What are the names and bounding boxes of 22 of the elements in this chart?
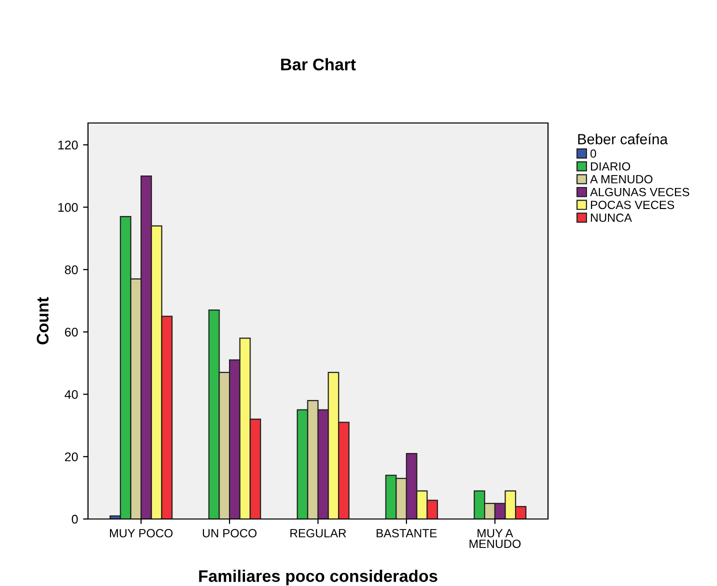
x-tick-label: UN POCO (202, 529, 257, 538)
y-axis-title: Count (36, 297, 49, 344)
chart-title: Bar Chart (281, 58, 356, 70)
y-tick-label: 20 (65, 452, 78, 462)
legend-label: ALGUNAS VECES (590, 188, 690, 196)
y-tick-label: 0 (72, 514, 78, 524)
x-tick-label: MUY POCO (110, 529, 173, 538)
legend-title: Beber cafeína (578, 133, 668, 144)
y-tick-label: 80 (64, 265, 78, 274)
x-axis-title: Familiares poco considerados (199, 570, 438, 586)
y-tick-label: 100 (58, 202, 78, 212)
x-tick-label: REGULAR (290, 529, 346, 538)
y-tick-label: 40 (64, 390, 78, 399)
x-tick-label: MUY A MENUDO (470, 529, 521, 548)
legend-label: 0 (590, 149, 596, 158)
y-tick-label: 120 (58, 140, 78, 150)
y-tick-label: 60 (65, 328, 78, 337)
legend-label: NUNCA (590, 214, 632, 222)
x-tick-label: BASTANTE (376, 529, 437, 538)
legend-label: A MENUDO (590, 175, 652, 184)
legend-label: POCAS VECES (590, 200, 674, 210)
legend-label: DIARIO (590, 162, 630, 171)
